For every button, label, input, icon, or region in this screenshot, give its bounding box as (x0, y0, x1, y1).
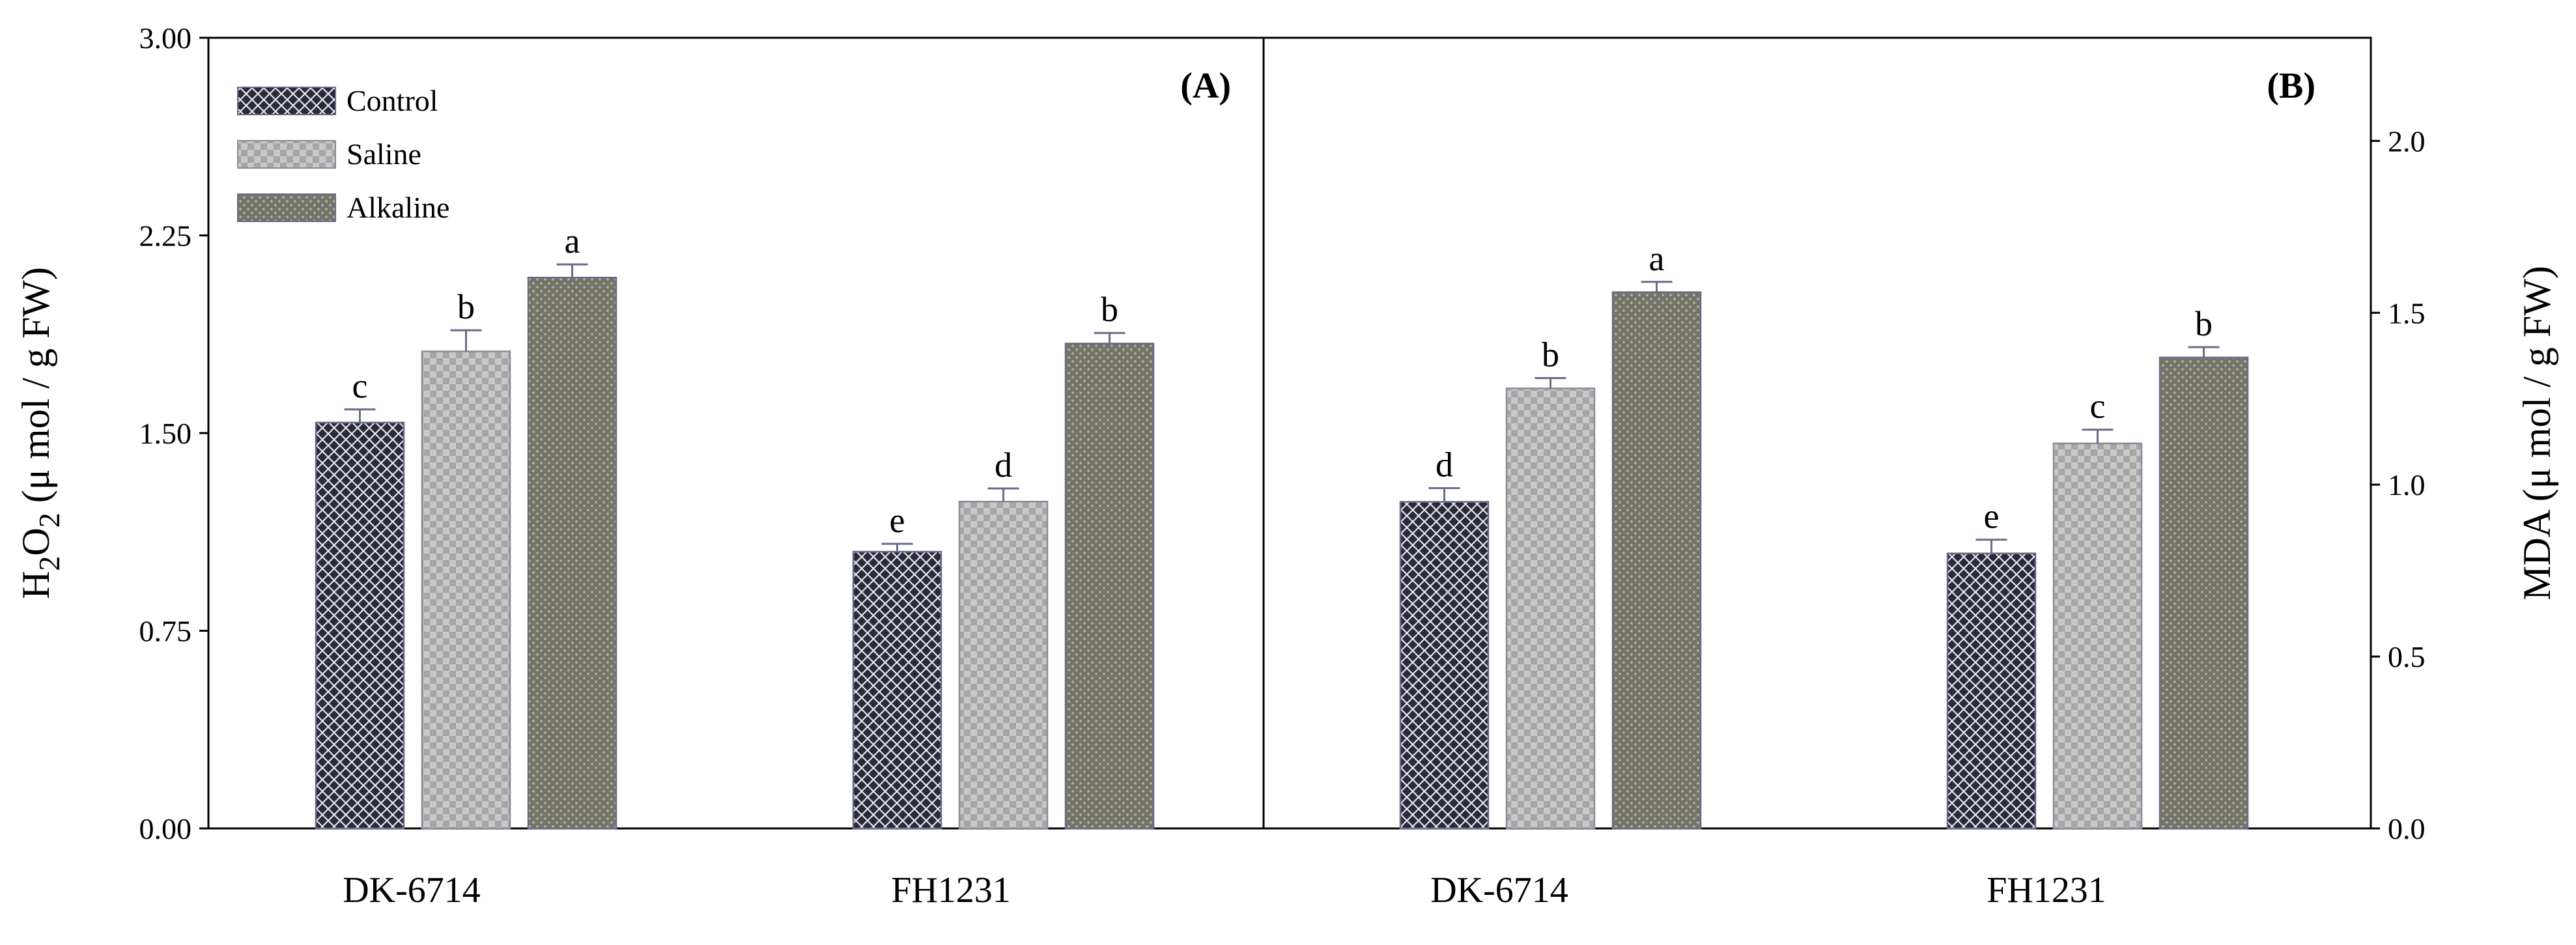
panel-a-ytick-label-1: 0.75 (139, 615, 192, 648)
panel-a-ylabel: H2O2 (μ mol / g FW) (14, 267, 66, 599)
panel-b-frame (1262, 36, 2372, 830)
panel-a-bar-alkaline-0 (527, 276, 617, 830)
panel-b-sig-letter-saline-1: c (2090, 387, 2106, 426)
panel-b-ytick-label-2: 1.0 (2388, 468, 2426, 501)
ylabel-sub-2: 2 (33, 513, 66, 528)
panel-b-sig-letter-control-0: d (1436, 445, 1453, 484)
panel-b-bar-control-0 (1399, 501, 1490, 830)
panel-b-bar-saline-1 (2052, 442, 2143, 830)
legend-swatch-saline (237, 140, 336, 169)
panel-b-ytick-label-3: 1.5 (2388, 296, 2426, 330)
panel-b-ytick-label-4: 2.0 (2388, 124, 2426, 158)
legend-label-control: Control (347, 84, 438, 117)
panel-b-bar-alkaline-0 (1611, 291, 1702, 830)
panel-a-category-label-1: FH1231 (891, 870, 1011, 910)
panel-a-sig-letter-alkaline-1: b (1101, 290, 1118, 329)
panel-b-ytick-label-0: 0.0 (2388, 812, 2426, 845)
panel-a-sig-letter-saline-1: d (995, 445, 1012, 485)
panel-a-sig-letter-saline-0: b (457, 287, 475, 326)
panel-a-sig-letter-control-1: e (890, 501, 905, 540)
panel-b-label: (B) (2267, 66, 2315, 106)
panel-a-bar-saline-1 (958, 500, 1049, 830)
panel-b-category-label-1: FH1231 (1987, 870, 2106, 910)
panel-a-ytick-label-0: 0.00 (139, 812, 192, 845)
panel-b-category-label-0: DK-6714 (1430, 870, 1568, 910)
panel-b-ylabel: MDA (μ mol / g FW) (2515, 266, 2558, 600)
panel-b-bar-control-1 (1946, 552, 2037, 830)
legend-swatch-control (237, 87, 336, 115)
panel-a-ytick-label-2: 1.50 (139, 417, 192, 450)
panel-a-bar-alkaline-1 (1064, 343, 1155, 830)
legend: Control Saline Alkaline (237, 84, 449, 224)
ylabel-sub-1: 2 (33, 556, 66, 571)
legend-label-saline: Saline (347, 137, 421, 171)
legend-swatch-alkaline (237, 193, 336, 222)
panel-a-bar-saline-0 (421, 350, 511, 830)
panel-a: 0.00 0.75 1.50 2.25 3.00 DK-6714 FH1231 c e b d a b (139, 21, 1155, 910)
panel-a-bar-control-1 (852, 550, 942, 830)
panel-b-ytick-label-1: 0.5 (2388, 640, 2426, 673)
legend-label-alkaline: Alkaline (347, 191, 449, 224)
ylabel-h: H (14, 571, 57, 599)
panel-a-sig-letter-control-0: c (352, 367, 368, 406)
panel-a-ytick-label-4: 3.00 (139, 21, 192, 55)
panel-b: 0.0 0.5 1.0 1.5 2.0 DK-6714 FH1231 d e b c a b (1399, 124, 2426, 910)
panel-a-label: (A) (1180, 66, 1231, 106)
ylabel-o: O (14, 528, 57, 556)
panel-a-ytick-label-3: 2.25 (139, 219, 192, 253)
panel-a-category-label-0: DK-6714 (343, 870, 481, 910)
panel-b-bar-saline-0 (1505, 388, 1596, 830)
panel-b-sig-letter-alkaline-1: b (2195, 304, 2213, 343)
panel-a-sig-letter-alkaline-0: a (565, 221, 580, 261)
panel-b-sig-letter-saline-0: b (1542, 335, 1559, 374)
panel-b-sig-letter-control-1: e (1984, 497, 2000, 536)
panel-b-sig-letter-alkaline-0: a (1649, 239, 1665, 278)
ylabel-rest: (μ mol / g FW) (14, 267, 57, 513)
panel-b-bar-alkaline-1 (2158, 356, 2249, 830)
panel-a-bar-control-0 (315, 421, 405, 830)
